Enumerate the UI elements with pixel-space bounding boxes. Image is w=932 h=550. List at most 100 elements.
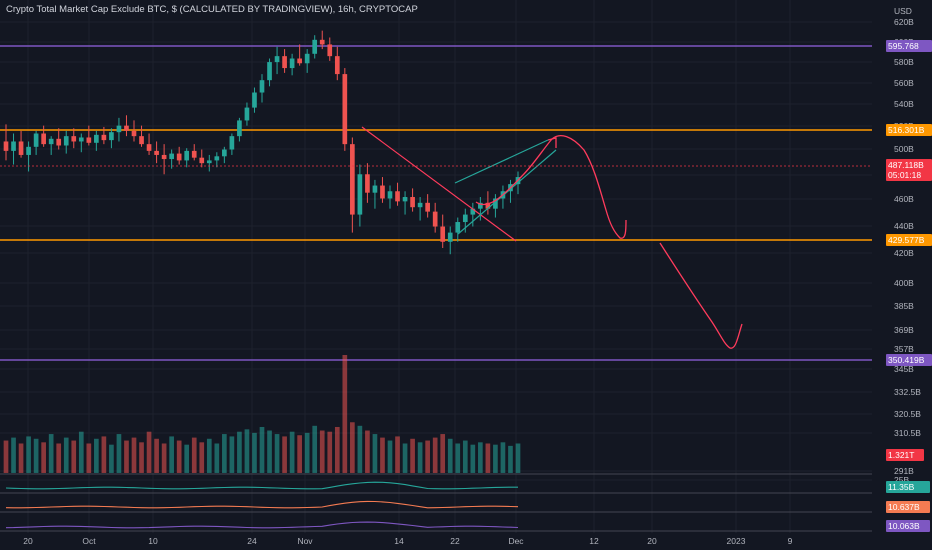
- candle-body: [199, 157, 205, 164]
- candle-body: [131, 130, 137, 137]
- candle-body: [493, 198, 498, 209]
- candle-body: [380, 185, 385, 199]
- indicator-badge: [886, 481, 930, 493]
- volume-bar: [161, 443, 167, 473]
- time-tick-label: 9: [788, 536, 793, 546]
- volume-label: 1.321T: [888, 450, 914, 460]
- price-tick-label: 291B: [894, 466, 914, 476]
- volume-bar: [304, 432, 310, 473]
- candle-body: [154, 150, 159, 155]
- wedge-lower-line[interactable]: [457, 149, 557, 235]
- volume-bar: [267, 430, 272, 473]
- volume-bar: [350, 422, 355, 473]
- candle-body: [3, 141, 9, 151]
- time-tick-label: Nov: [297, 536, 313, 546]
- volume-bar: [71, 440, 77, 473]
- candle-body: [26, 146, 31, 155]
- time-tick-label: 2023: [727, 536, 746, 546]
- time-tick-label: 24: [247, 536, 257, 546]
- price-axis[interactable]: 620B600B580B560B540B520B500B480B460B440B…: [872, 0, 932, 550]
- candle-body: [402, 197, 408, 202]
- candle-body: [267, 62, 272, 81]
- volume-bar: [372, 434, 378, 473]
- volume-bar: [259, 426, 265, 473]
- price-tick-label: 345B: [894, 364, 914, 374]
- candle-body: [425, 202, 430, 212]
- volume-bar: [109, 444, 114, 473]
- volume-bar: [327, 431, 333, 473]
- indicator-label: 10.063B: [888, 521, 920, 531]
- price-pane[interactable]: [0, 30, 872, 361]
- volume-bar: [395, 436, 400, 473]
- volume-bar: [229, 436, 235, 473]
- volume-bar: [342, 355, 348, 473]
- candle-body: [78, 137, 84, 142]
- candle-body: [184, 150, 190, 161]
- handdrawn-projection-curve[interactable]: [475, 135, 627, 239]
- volume-bar: [440, 434, 446, 473]
- candle-body: [447, 232, 453, 242]
- volume-bar: [214, 443, 220, 473]
- volume-bar: [470, 444, 476, 473]
- level-badge: [886, 124, 932, 136]
- volume-bar: [402, 443, 408, 473]
- level-label: 516.301B: [888, 125, 925, 135]
- price-tick-label: 320.5B: [894, 409, 921, 419]
- candle-body: [470, 208, 476, 215]
- arrow-head: [547, 137, 557, 148]
- time-tick-label: 12: [589, 536, 599, 546]
- candlestick-series: [3, 30, 521, 255]
- candle-body: [297, 58, 302, 64]
- price-tick-label: 560B: [894, 78, 914, 88]
- candle-body: [161, 154, 167, 160]
- level-label: 595.768: [888, 41, 919, 51]
- volume-bar: [334, 426, 340, 473]
- candle-body: [259, 80, 265, 93]
- time-axis[interactable]: 20 Oct 10 24 Nov 14 22 Dec 12 20 2023 9: [0, 533, 932, 550]
- annotation-drawings[interactable]: [361, 126, 743, 349]
- candle-body: [372, 185, 378, 193]
- candle-body: [116, 125, 122, 133]
- time-axis-bg: [0, 533, 932, 550]
- volume-bar: [455, 443, 461, 473]
- candle-body: [18, 141, 24, 155]
- handdrawn-projection-curve-2[interactable]: [659, 242, 743, 349]
- time-tick-label: Oct: [82, 536, 96, 546]
- volume-bar: [282, 436, 287, 473]
- volume-bar: [199, 442, 205, 473]
- candle-body: [432, 211, 438, 227]
- price-tick-label: 620B: [894, 17, 914, 27]
- last-price-label: 487.118B: [888, 160, 924, 170]
- volume-bar: [410, 438, 415, 473]
- volume-bar: [387, 440, 393, 473]
- candle-body: [33, 133, 39, 147]
- candle-body: [48, 138, 54, 145]
- volume-bar: [131, 437, 137, 473]
- wedge-upper-line[interactable]: [454, 139, 549, 184]
- volume-bar: [3, 440, 9, 473]
- candle-body: [485, 202, 491, 209]
- volume-pane: [3, 355, 521, 473]
- volume-bar: [312, 425, 318, 473]
- price-tick-label: 332.5B: [894, 387, 921, 397]
- candle-body: [304, 53, 310, 64]
- volume-bar: [26, 436, 31, 473]
- level-badge: [886, 354, 932, 366]
- candle-body: [146, 144, 152, 151]
- currency-label: USD: [894, 6, 912, 16]
- indicator-label: 11.35B: [888, 482, 915, 492]
- volume-bar: [485, 443, 491, 473]
- descending-trendline[interactable]: [361, 126, 517, 242]
- candle-body: [334, 56, 340, 75]
- volume-bar: [18, 443, 24, 473]
- volume-bar: [124, 440, 129, 473]
- volume-bar: [101, 436, 107, 473]
- time-tick-label: 22: [450, 536, 460, 546]
- candle-body: [56, 138, 62, 146]
- horizontal-levels[interactable]: [0, 45, 872, 361]
- price-tick-label: 580B: [894, 57, 914, 67]
- price-tick-label: 369B: [894, 325, 914, 335]
- price-tick-label: 25B: [894, 475, 909, 485]
- price-tick-label: 440B: [894, 221, 914, 231]
